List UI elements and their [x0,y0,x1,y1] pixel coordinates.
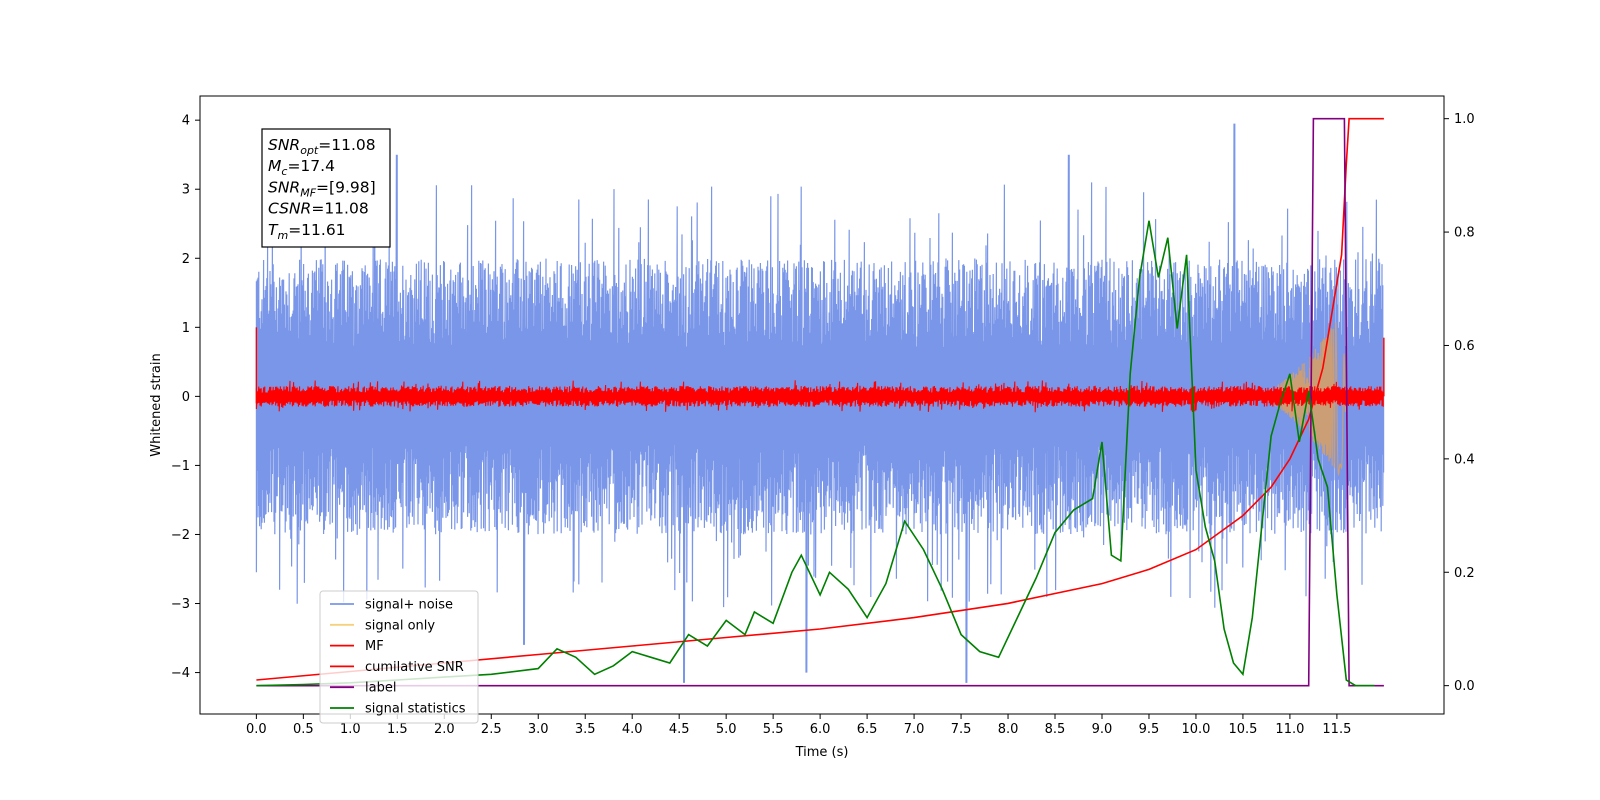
y2-tick-label: 1.0 [1454,112,1475,127]
x-tick-label: 2.0 [434,722,455,737]
y-tick-label: −2 [171,528,190,543]
legend-entry-label: cumilative SNR [365,660,464,675]
legend-entry-label: label [365,681,396,696]
x-tick-label: 7.5 [951,722,972,737]
x-tick-label: 1.5 [387,722,408,737]
legend-frame [319,590,479,724]
series-mf [255,380,1384,413]
plot-frame [199,95,1445,715]
y-tick-label: 4 [182,114,190,129]
y-tick-label: 2 [182,252,190,267]
x-tick-label: 9.5 [1139,722,1160,737]
y-tick-label: 0 [182,390,190,405]
annotation-line: SNRopt=11.08 [268,136,376,157]
y-tick-label: 1 [182,321,190,336]
x-axis: 0.0 0.5 1.0 1.5 2.0 2.5 3.0 3.5 4.0 4.5 5.0 5.5 6.0 6… [246,714,1351,737]
legend: signal+ noise signal only MF cumilative SNR… [319,590,479,724]
annotation-frame [261,128,391,248]
y2-tick-label: 0.0 [1454,679,1475,694]
x-tick-label: 8.5 [1045,722,1066,737]
x-tick-label: 4.0 [622,722,643,737]
x-tick-label: 8.0 [998,722,1019,737]
annotation-line: Mc=17.4 [268,157,335,178]
x-tick-label: 2.5 [481,722,502,737]
x-tick-label: 6.5 [857,722,878,737]
x-tick-label: 10.5 [1228,722,1257,737]
x-tick-label: 5.5 [763,722,784,737]
series-signal-statistics [256,220,1375,687]
y-tick-label: −3 [171,597,190,612]
annotation-line: SNRMF=[9.98] [268,178,376,199]
annotation-line: Tm=11.61 [268,221,346,242]
x-tick-label: 3.0 [528,722,549,737]
x-tick-label: 11.0 [1275,722,1304,737]
x-tick-label: 1.0 [340,722,361,737]
y-tick-label: 3 [182,183,190,198]
legend-entry-label: signal statistics [365,702,466,717]
y2-tick-label: 0.8 [1454,226,1475,241]
y2-tick-label: 0.2 [1454,566,1475,581]
x-tick-label: 4.5 [669,722,690,737]
x-tick-label: 7.0 [904,722,925,737]
x-tick-label: 0.0 [246,722,267,737]
x-tick-label: 9.0 [1092,722,1113,737]
y-tick-label: −4 [171,666,190,681]
y-axis-left: −4 −3 −2 −1 0 1 2 3 4 [171,114,200,681]
y2-tick-label: 0.4 [1454,452,1475,467]
annotation-line: CSNR=11.08 [268,200,369,218]
x-axis-label: Time (s) [795,745,849,760]
y-axis-label: Whitened strain [149,353,164,456]
legend-entry-label: signal+ noise [365,598,453,613]
y-axis-right: 0.0 0.2 0.4 0.6 0.8 1.0 [1444,112,1475,694]
x-tick-label: 0.5 [293,722,314,737]
y2-tick-label: 0.6 [1454,339,1475,354]
x-tick-label: 10.0 [1181,722,1210,737]
series-cumilative-snr [256,117,1384,681]
stats-annotation-box: SNRopt=11.08Mc=17.4SNRMF=[9.98]CSNR=11.0… [261,128,391,248]
x-tick-label: 5.0 [716,722,737,737]
series-layer [255,117,1385,687]
x-tick-label: 6.0 [810,722,831,737]
y-tick-label: −1 [171,459,190,474]
legend-entry-label: MF [365,639,384,654]
x-tick-label: 11.5 [1322,722,1351,737]
x-tick-label: 3.5 [575,722,596,737]
legend-entry-label: signal only [365,618,435,633]
